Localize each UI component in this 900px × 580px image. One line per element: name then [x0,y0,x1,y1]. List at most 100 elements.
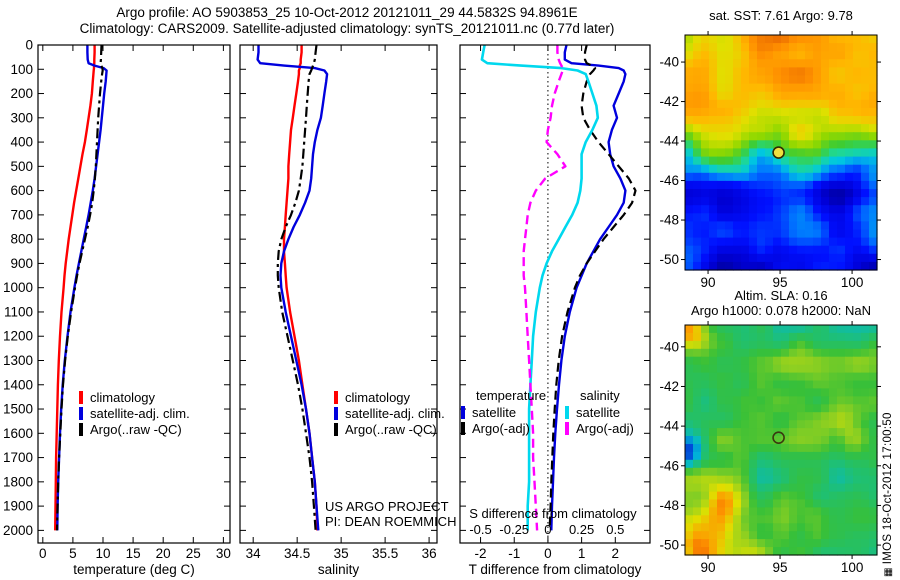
svg-text:1: 1 [578,546,586,561]
svg-text:-46: -46 [659,458,679,473]
svg-text:1600: 1600 [3,426,33,441]
t-satellite-line-swatch [461,405,465,419]
svg-text:35: 35 [334,546,349,561]
project-annotation-line2: PI: DEAN ROEMMICH [325,514,457,529]
svg-text:800: 800 [10,232,33,247]
salinity-panel: 34 34.5 35 35.5 36 salinity [239,44,438,577]
svg-text:T difference from climatology: T difference from climatology [469,562,642,577]
svg-text:-48: -48 [659,498,679,513]
climatology-curve [54,45,96,531]
svg-text:1000: 1000 [3,280,33,295]
svg-text:-44: -44 [659,134,679,149]
svg-text:15: 15 [126,546,141,561]
svg-text:-42: -42 [659,94,679,109]
difference-panel: -2 -1 0 1 2T difference from climatology S di… [459,44,651,577]
project-annotation-line1: US ARGO PROJECT [325,499,449,514]
temperature-panel-legend: climatology satellite-adj. clim. Argo(..… [79,389,190,437]
temperature-difference-legend: temperature satellite Argo(-adj) [461,388,546,436]
imos-logo-icon: ▦ [883,567,894,577]
sla-map-title-line1: Altim. SLA: 0.16 [734,288,828,303]
svg-text:1500: 1500 [3,402,33,417]
svg-text:100: 100 [10,62,33,77]
page-title: Argo profile: AO 5903853_25 10-Oct-2012 … [116,5,578,20]
legend-label: climatology [90,389,156,405]
satellite-adj-clim-line-swatch [334,406,338,420]
argo-raw-qc-curve [276,45,318,531]
salinity-difference-legend: salinity satellite Argo(-adj) [565,388,634,436]
svg-text:-1: -1 [508,546,520,561]
svg-text:1300: 1300 [3,353,33,368]
legend-item-satellite-adj-clim: satellite-adj. clim. [334,405,445,421]
legend-label: satellite-adj. clim. [345,405,445,421]
svg-text:1900: 1900 [3,499,33,514]
svg-text:0.5: 0.5 [606,522,624,537]
satellite-adj-clim-curve [56,45,108,531]
argo-raw-line-swatch [334,422,338,436]
svg-text:900: 900 [10,256,33,271]
temperature-satellite-curve [550,45,627,531]
page-subtitle: Climatology: CARS2009. Satellite-adjuste… [79,21,615,36]
svg-text:1400: 1400 [3,377,33,392]
svg-text:90: 90 [701,560,716,575]
svg-text:700: 700 [10,207,33,222]
svg-text:500: 500 [10,159,33,174]
svg-text:200: 200 [10,86,33,101]
svg-text:-44: -44 [659,419,679,434]
sst-map-title: sat. SST: 7.61 Argo: 9.78 [709,8,853,23]
svg-text:5: 5 [69,546,77,561]
sla-map-title-line2: Argo h1000: 0.078 h2000: NaN [691,303,871,318]
svg-text:S difference from climatology: S difference from climatology [469,506,637,521]
svg-text:-48: -48 [659,213,679,228]
svg-text:34: 34 [246,546,262,561]
legend-label: satellite [576,404,621,420]
salinity-argo-adj-curve [522,45,567,531]
salinity-panel-legend: climatology satellite-adj. clim. Argo(..… [334,389,445,437]
legend-label: Argo(..raw -QC) [90,421,182,437]
argo-raw-qc-curve [55,45,104,531]
svg-text:25: 25 [186,546,201,561]
svg-text:-46: -46 [659,173,679,188]
legend-label: Argo(-adj) [472,420,530,436]
svg-text:600: 600 [10,183,33,198]
legend-item-satellite-adj-clim: satellite-adj. clim. [79,405,190,421]
svg-text:-0.5: -0.5 [469,522,491,537]
svg-text:100: 100 [841,275,864,290]
svg-text:36: 36 [422,546,437,561]
svg-text:34.5: 34.5 [284,546,310,561]
svg-text:95: 95 [773,275,788,290]
legend-group-title: temperature [476,388,547,403]
svg-text:salinity: salinity [318,562,360,577]
legend-item-s-argo-adj: Argo(-adj) [565,420,634,436]
svg-text:-42: -42 [659,379,679,394]
satellite-adj-clim-line-swatch [79,406,83,420]
svg-text:-50: -50 [659,252,679,267]
legend-item-argo-raw: Argo(..raw -QC) [334,421,445,437]
svg-text:0: 0 [544,546,552,561]
legend-item-s-satellite: satellite [565,404,634,420]
legend-item-t-argo-adj: Argo(-adj) [461,420,546,436]
float-position-marker [772,146,785,159]
svg-text:400: 400 [10,135,33,150]
legend-item-t-satellite: satellite [461,404,546,420]
svg-text:-40: -40 [659,339,679,354]
sla-map: 90 95 100 -40 -42 -44 -46 -48 -50 [659,321,881,575]
legend-item-climatology: climatology [79,389,190,405]
svg-text:90: 90 [701,275,716,290]
satellite-adj-clim-curve [256,45,329,531]
s-satellite-line-swatch [565,405,569,419]
s-argo-adj-line-swatch [565,421,569,435]
argo-raw-line-swatch [79,422,83,436]
climatology-line-swatch [334,390,338,404]
svg-text:20: 20 [156,546,171,561]
legend-label: Argo(-adj) [576,420,634,436]
climatology-line-swatch [79,390,83,404]
legend-item-climatology: climatology [334,389,445,405]
svg-text:95: 95 [773,560,788,575]
svg-text:300: 300 [10,110,33,125]
sst-map: 90 95 100 -40 -42 -44 -46 -48 -50 [659,31,881,290]
legend-label: climatology [345,389,411,405]
legend-label: satellite [472,404,517,420]
svg-text:-2: -2 [475,546,487,561]
svg-text:temperature (deg C): temperature (deg C) [73,562,195,577]
